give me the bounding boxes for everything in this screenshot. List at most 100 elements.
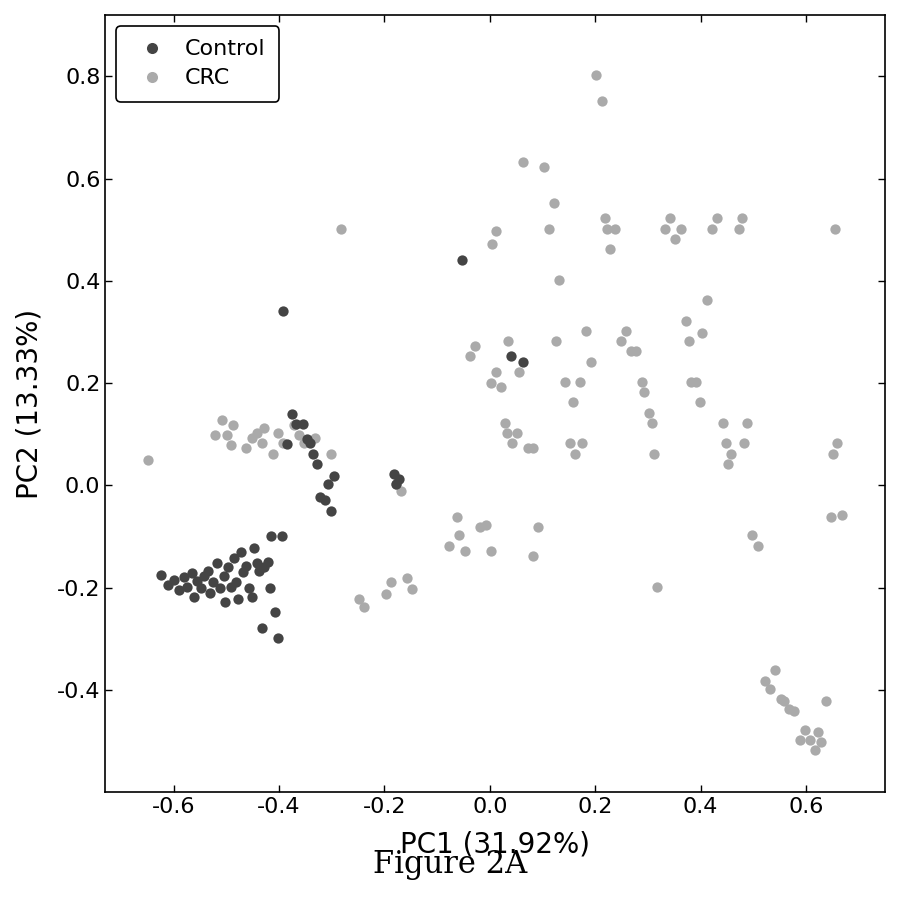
Point	[819, 694, 833, 708]
Point	[682, 334, 697, 348]
Point	[266, 446, 280, 461]
Point	[647, 446, 662, 461]
Point	[226, 418, 240, 432]
Legend: Control, CRC: Control, CRC	[116, 26, 279, 102]
Point	[257, 421, 272, 436]
Point	[320, 477, 335, 491]
Point	[716, 416, 730, 430]
Point	[511, 364, 526, 379]
Point	[734, 212, 749, 226]
Point	[553, 273, 567, 287]
Point	[292, 428, 306, 443]
Point	[824, 509, 839, 524]
Point	[473, 520, 488, 535]
Point	[274, 529, 289, 544]
Point	[213, 580, 228, 595]
Point	[378, 587, 392, 601]
Point	[260, 554, 274, 569]
Point	[190, 574, 204, 589]
Point	[196, 569, 211, 583]
Point	[645, 416, 660, 430]
Point	[218, 595, 232, 609]
Point	[745, 528, 760, 543]
Point	[828, 221, 842, 236]
Point	[505, 436, 519, 451]
Point	[264, 529, 278, 544]
Point	[629, 344, 643, 358]
Point	[579, 324, 593, 338]
Point	[724, 446, 738, 461]
Point	[568, 446, 582, 461]
X-axis label: PC1 (31.92%): PC1 (31.92%)	[400, 831, 590, 859]
Point	[782, 702, 796, 716]
Point	[500, 426, 514, 440]
Point	[202, 585, 217, 599]
Point	[751, 538, 765, 553]
Point	[613, 334, 627, 348]
Point	[220, 428, 235, 443]
Point	[668, 231, 682, 246]
Point	[394, 484, 409, 499]
Point	[562, 436, 577, 451]
Point	[392, 472, 407, 486]
Point	[442, 538, 456, 553]
Point	[634, 374, 649, 389]
Point	[536, 160, 551, 175]
Point	[323, 504, 338, 518]
Point	[457, 544, 472, 558]
Point	[642, 406, 656, 420]
Point	[792, 733, 806, 747]
Point	[313, 490, 328, 504]
Point	[334, 221, 348, 236]
Point	[201, 564, 215, 579]
Point	[695, 326, 709, 340]
Point	[400, 572, 414, 586]
Point	[547, 196, 562, 211]
Point	[234, 544, 248, 559]
Point	[141, 453, 156, 467]
Point	[223, 580, 238, 594]
Point	[452, 528, 466, 543]
Point	[721, 456, 735, 471]
Point	[215, 413, 230, 428]
Point	[229, 575, 243, 590]
Point	[241, 580, 256, 595]
Point	[575, 436, 590, 451]
Point	[673, 221, 688, 236]
Point	[276, 436, 291, 451]
Point	[803, 733, 817, 747]
Point	[598, 212, 612, 226]
Point	[719, 436, 733, 451]
Point	[732, 221, 746, 236]
Point	[177, 570, 192, 584]
Point	[489, 364, 503, 379]
Point	[295, 417, 310, 431]
Point	[172, 583, 186, 598]
Point	[773, 692, 788, 706]
Point	[689, 374, 704, 389]
Point	[662, 212, 677, 226]
Point	[520, 441, 535, 455]
Text: Figure 2A: Figure 2A	[373, 849, 527, 879]
Point	[769, 663, 783, 678]
Point	[217, 569, 231, 583]
Point	[220, 560, 235, 574]
Point	[319, 492, 333, 507]
Point	[297, 436, 311, 451]
Point	[389, 477, 403, 491]
Point	[618, 324, 633, 338]
Point	[797, 723, 812, 737]
Point	[650, 580, 664, 594]
Point	[210, 556, 224, 571]
Point	[489, 223, 503, 238]
Point	[679, 313, 693, 328]
Point	[300, 432, 314, 446]
Point	[624, 344, 638, 358]
Point	[594, 94, 608, 108]
Point	[494, 380, 508, 394]
Point	[710, 212, 724, 226]
Point	[557, 374, 572, 389]
Point	[468, 339, 482, 354]
Point	[194, 580, 208, 595]
Point	[608, 221, 623, 236]
